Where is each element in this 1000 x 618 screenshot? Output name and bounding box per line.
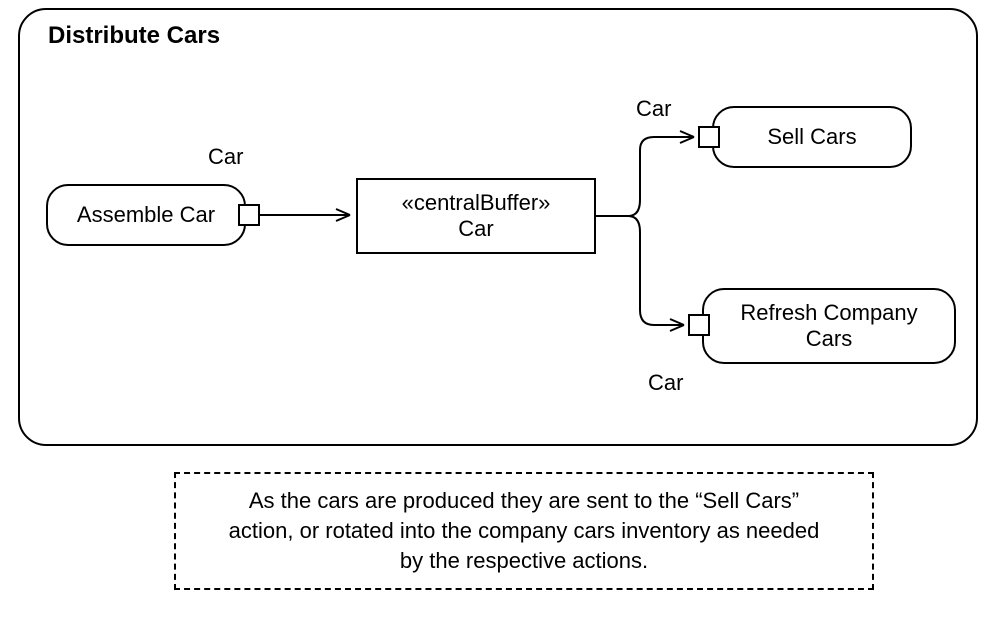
pin-refresh-in — [688, 314, 710, 336]
comment-text: As the cars are produced they are sent t… — [216, 486, 832, 575]
node-label: Sell Cars — [767, 124, 856, 150]
activity-frame-title: Distribute Cars — [48, 22, 220, 50]
node-central-buffer: «centralBuffer» Car — [356, 178, 596, 254]
node-stereotype: «centralBuffer» — [402, 190, 551, 216]
node-label: Car — [402, 216, 551, 242]
pin-label: Car — [636, 96, 671, 122]
pin-sell-in — [698, 126, 720, 148]
pin-assemble-out — [238, 204, 260, 226]
pin-label: Car — [648, 370, 683, 396]
node-sell-cars: Sell Cars — [712, 106, 912, 168]
node-label: Refresh Company Cars — [740, 300, 917, 353]
pin-label: Car — [208, 144, 243, 170]
node-label: Assemble Car — [77, 202, 215, 228]
comment-note: As the cars are produced they are sent t… — [174, 472, 874, 590]
node-refresh-company-cars: Refresh Company Cars — [702, 288, 956, 364]
node-assemble-car: Assemble Car — [46, 184, 246, 246]
